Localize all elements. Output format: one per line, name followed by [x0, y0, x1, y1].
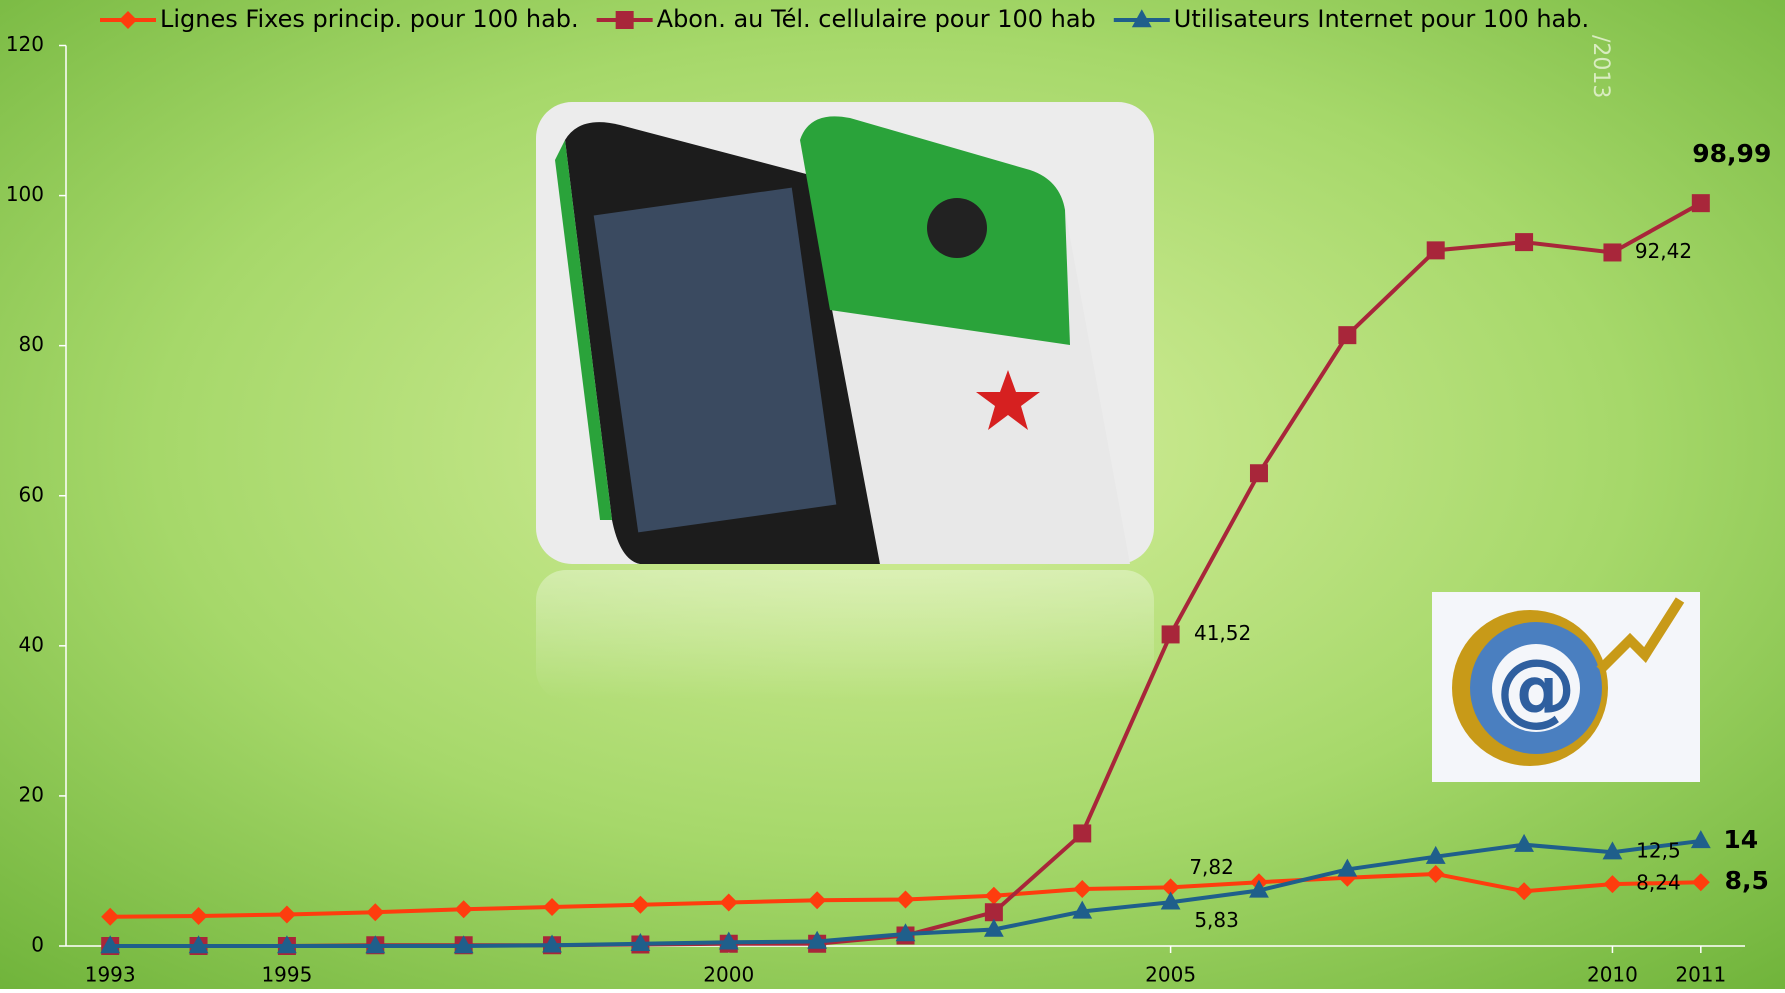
phone-image [536, 102, 1154, 700]
x-tick-label: 2000 [703, 963, 754, 987]
y-tick-label: 0 [31, 933, 44, 957]
marker [1515, 233, 1533, 251]
y-tick-label: 20 [19, 782, 44, 806]
marker [1338, 326, 1356, 344]
x-tick-label: 2005 [1145, 963, 1196, 987]
page: @ /2013 0 20 40 60 80 100 120 1993 1995 2000 2005 2… [0, 0, 1785, 989]
marker [985, 903, 1003, 921]
marker [1692, 194, 1710, 212]
marker [1073, 824, 1091, 842]
svg-text:@: @ [1496, 642, 1576, 735]
value-label: 7,82 [1189, 855, 1234, 879]
value-label: 41,52 [1194, 621, 1251, 645]
value-label: 5,83 [1194, 908, 1239, 932]
marker [1250, 464, 1268, 482]
chart: @ /2013 0 20 40 60 80 100 120 1993 1995 2000 2005 2… [0, 0, 1785, 989]
legend-label: Utilisateurs Internet pour 100 hab. [1174, 5, 1589, 33]
y-tick-label: 40 [19, 632, 44, 656]
marker [1427, 241, 1445, 259]
watermark: /2013 [1588, 35, 1613, 98]
value-label: 98,99 [1692, 139, 1771, 168]
at-image: @ [1432, 592, 1700, 782]
y-tick-label: 80 [19, 332, 44, 356]
value-label: 14 [1723, 825, 1758, 854]
legend-marker [616, 11, 634, 29]
x-tick-label: 1993 [85, 963, 136, 987]
value-label: 8,5 [1725, 866, 1769, 895]
value-label: 92,42 [1635, 239, 1692, 263]
y-tick-label: 100 [6, 182, 44, 206]
value-label: 8,24 [1636, 871, 1681, 895]
y-tick-label: 60 [19, 482, 44, 506]
marker [1162, 625, 1180, 643]
y-tick-label: 120 [6, 32, 44, 56]
x-tick-label: 2010 [1587, 963, 1638, 987]
value-label: 12,5 [1636, 839, 1681, 863]
x-tick-label: 2011 [1675, 963, 1726, 987]
legend-label: Lignes Fixes princip. pour 100 hab. [160, 5, 579, 33]
legend-label: Abon. au Tél. cellulaire pour 100 hab [657, 5, 1096, 33]
x-tick-label: 1995 [261, 963, 312, 987]
marker [1603, 243, 1621, 261]
